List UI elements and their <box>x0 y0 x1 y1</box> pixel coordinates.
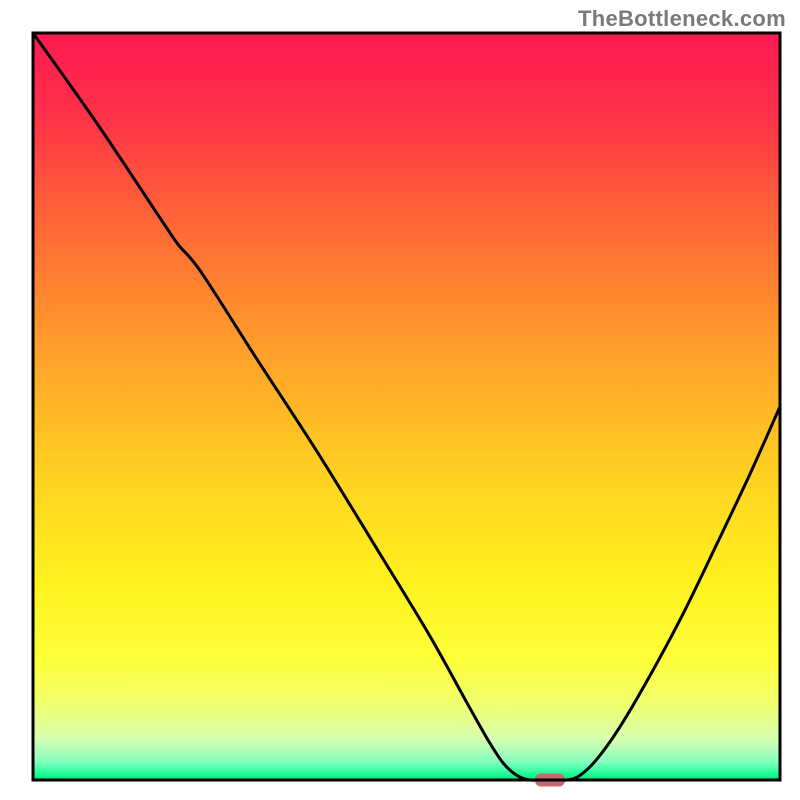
watermark-text: TheBottleneck.com <box>578 6 786 32</box>
chart-container: TheBottleneck.com <box>0 0 800 800</box>
chart-background <box>33 33 780 780</box>
bottleneck-chart <box>0 0 800 800</box>
